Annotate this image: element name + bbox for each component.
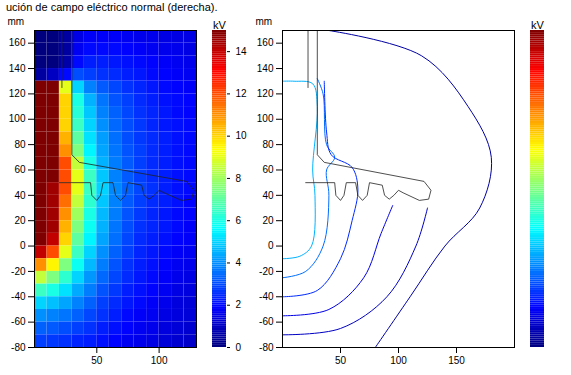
svg-text:100: 100 bbox=[9, 113, 26, 124]
svg-text:140: 140 bbox=[9, 63, 26, 74]
svg-text:6: 6 bbox=[236, 215, 242, 226]
html-text:ución de campo eléctrico norma: ución de campo eléctrico normal (derecha… bbox=[6, 1, 218, 13]
svg-text:10: 10 bbox=[236, 130, 248, 141]
svg-text:120: 120 bbox=[9, 88, 26, 99]
svg-text:80: 80 bbox=[14, 139, 26, 150]
svg-text:60: 60 bbox=[14, 164, 26, 175]
svg-text:mm: mm bbox=[8, 16, 25, 27]
svg-text:60: 60 bbox=[262, 164, 274, 175]
svg-text:140: 140 bbox=[257, 63, 274, 74]
svg-text:20: 20 bbox=[14, 215, 26, 226]
svg-text:150: 150 bbox=[448, 355, 465, 366]
svg-text:-40: -40 bbox=[11, 291, 26, 302]
svg-text:kV: kV bbox=[531, 19, 545, 31]
svg-text:4: 4 bbox=[236, 257, 242, 268]
svg-text:100: 100 bbox=[257, 113, 274, 124]
svg-text:-20: -20 bbox=[11, 266, 26, 277]
svg-text:40: 40 bbox=[14, 190, 26, 201]
svg-text:-40: -40 bbox=[259, 291, 274, 302]
svg-text:mm: mm bbox=[256, 16, 273, 27]
svg-text:-60: -60 bbox=[259, 316, 274, 327]
svg-text:80: 80 bbox=[262, 139, 274, 150]
svg-text:kV: kV bbox=[213, 19, 227, 31]
svg-text:20: 20 bbox=[262, 215, 274, 226]
svg-text:160: 160 bbox=[257, 37, 274, 48]
svg-text:2: 2 bbox=[236, 299, 242, 310]
svg-text:-20: -20 bbox=[259, 266, 274, 277]
svg-text:160: 160 bbox=[9, 37, 26, 48]
svg-text:100: 100 bbox=[390, 355, 407, 366]
svg-text:0: 0 bbox=[268, 240, 274, 251]
svg-text:8: 8 bbox=[236, 173, 242, 184]
svg-text:-80: -80 bbox=[11, 342, 26, 353]
svg-text:12: 12 bbox=[236, 88, 248, 99]
svg-text:120: 120 bbox=[257, 88, 274, 99]
svg-text:0: 0 bbox=[236, 342, 242, 353]
svg-text:14: 14 bbox=[236, 46, 248, 57]
svg-text:0: 0 bbox=[20, 240, 26, 251]
svg-text:40: 40 bbox=[262, 190, 274, 201]
svg-text:50: 50 bbox=[335, 355, 347, 366]
svg-text:-80: -80 bbox=[259, 342, 274, 353]
svg-text:100: 100 bbox=[151, 355, 168, 366]
svg-text:-60: -60 bbox=[11, 316, 26, 327]
svg-text:50: 50 bbox=[91, 355, 103, 366]
